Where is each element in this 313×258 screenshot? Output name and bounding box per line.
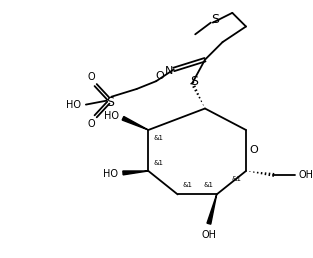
Text: O: O (156, 71, 164, 81)
Polygon shape (122, 117, 148, 130)
Text: &1: &1 (182, 182, 192, 188)
Text: O: O (249, 146, 258, 156)
Text: O: O (88, 119, 95, 129)
Text: S: S (106, 96, 114, 109)
Text: HO: HO (103, 169, 118, 179)
Text: O: O (88, 72, 95, 82)
Text: HO: HO (104, 111, 119, 121)
Text: &1: &1 (231, 176, 241, 182)
Text: &1: &1 (153, 135, 163, 141)
Polygon shape (123, 171, 148, 175)
Text: OH: OH (201, 230, 216, 240)
Text: N: N (165, 66, 173, 76)
Text: S: S (211, 13, 219, 26)
Polygon shape (207, 194, 217, 224)
Text: HO: HO (66, 100, 81, 110)
Text: &1: &1 (204, 182, 214, 188)
Text: S: S (190, 75, 198, 88)
Text: &1: &1 (153, 160, 163, 166)
Text: OH: OH (299, 170, 313, 180)
